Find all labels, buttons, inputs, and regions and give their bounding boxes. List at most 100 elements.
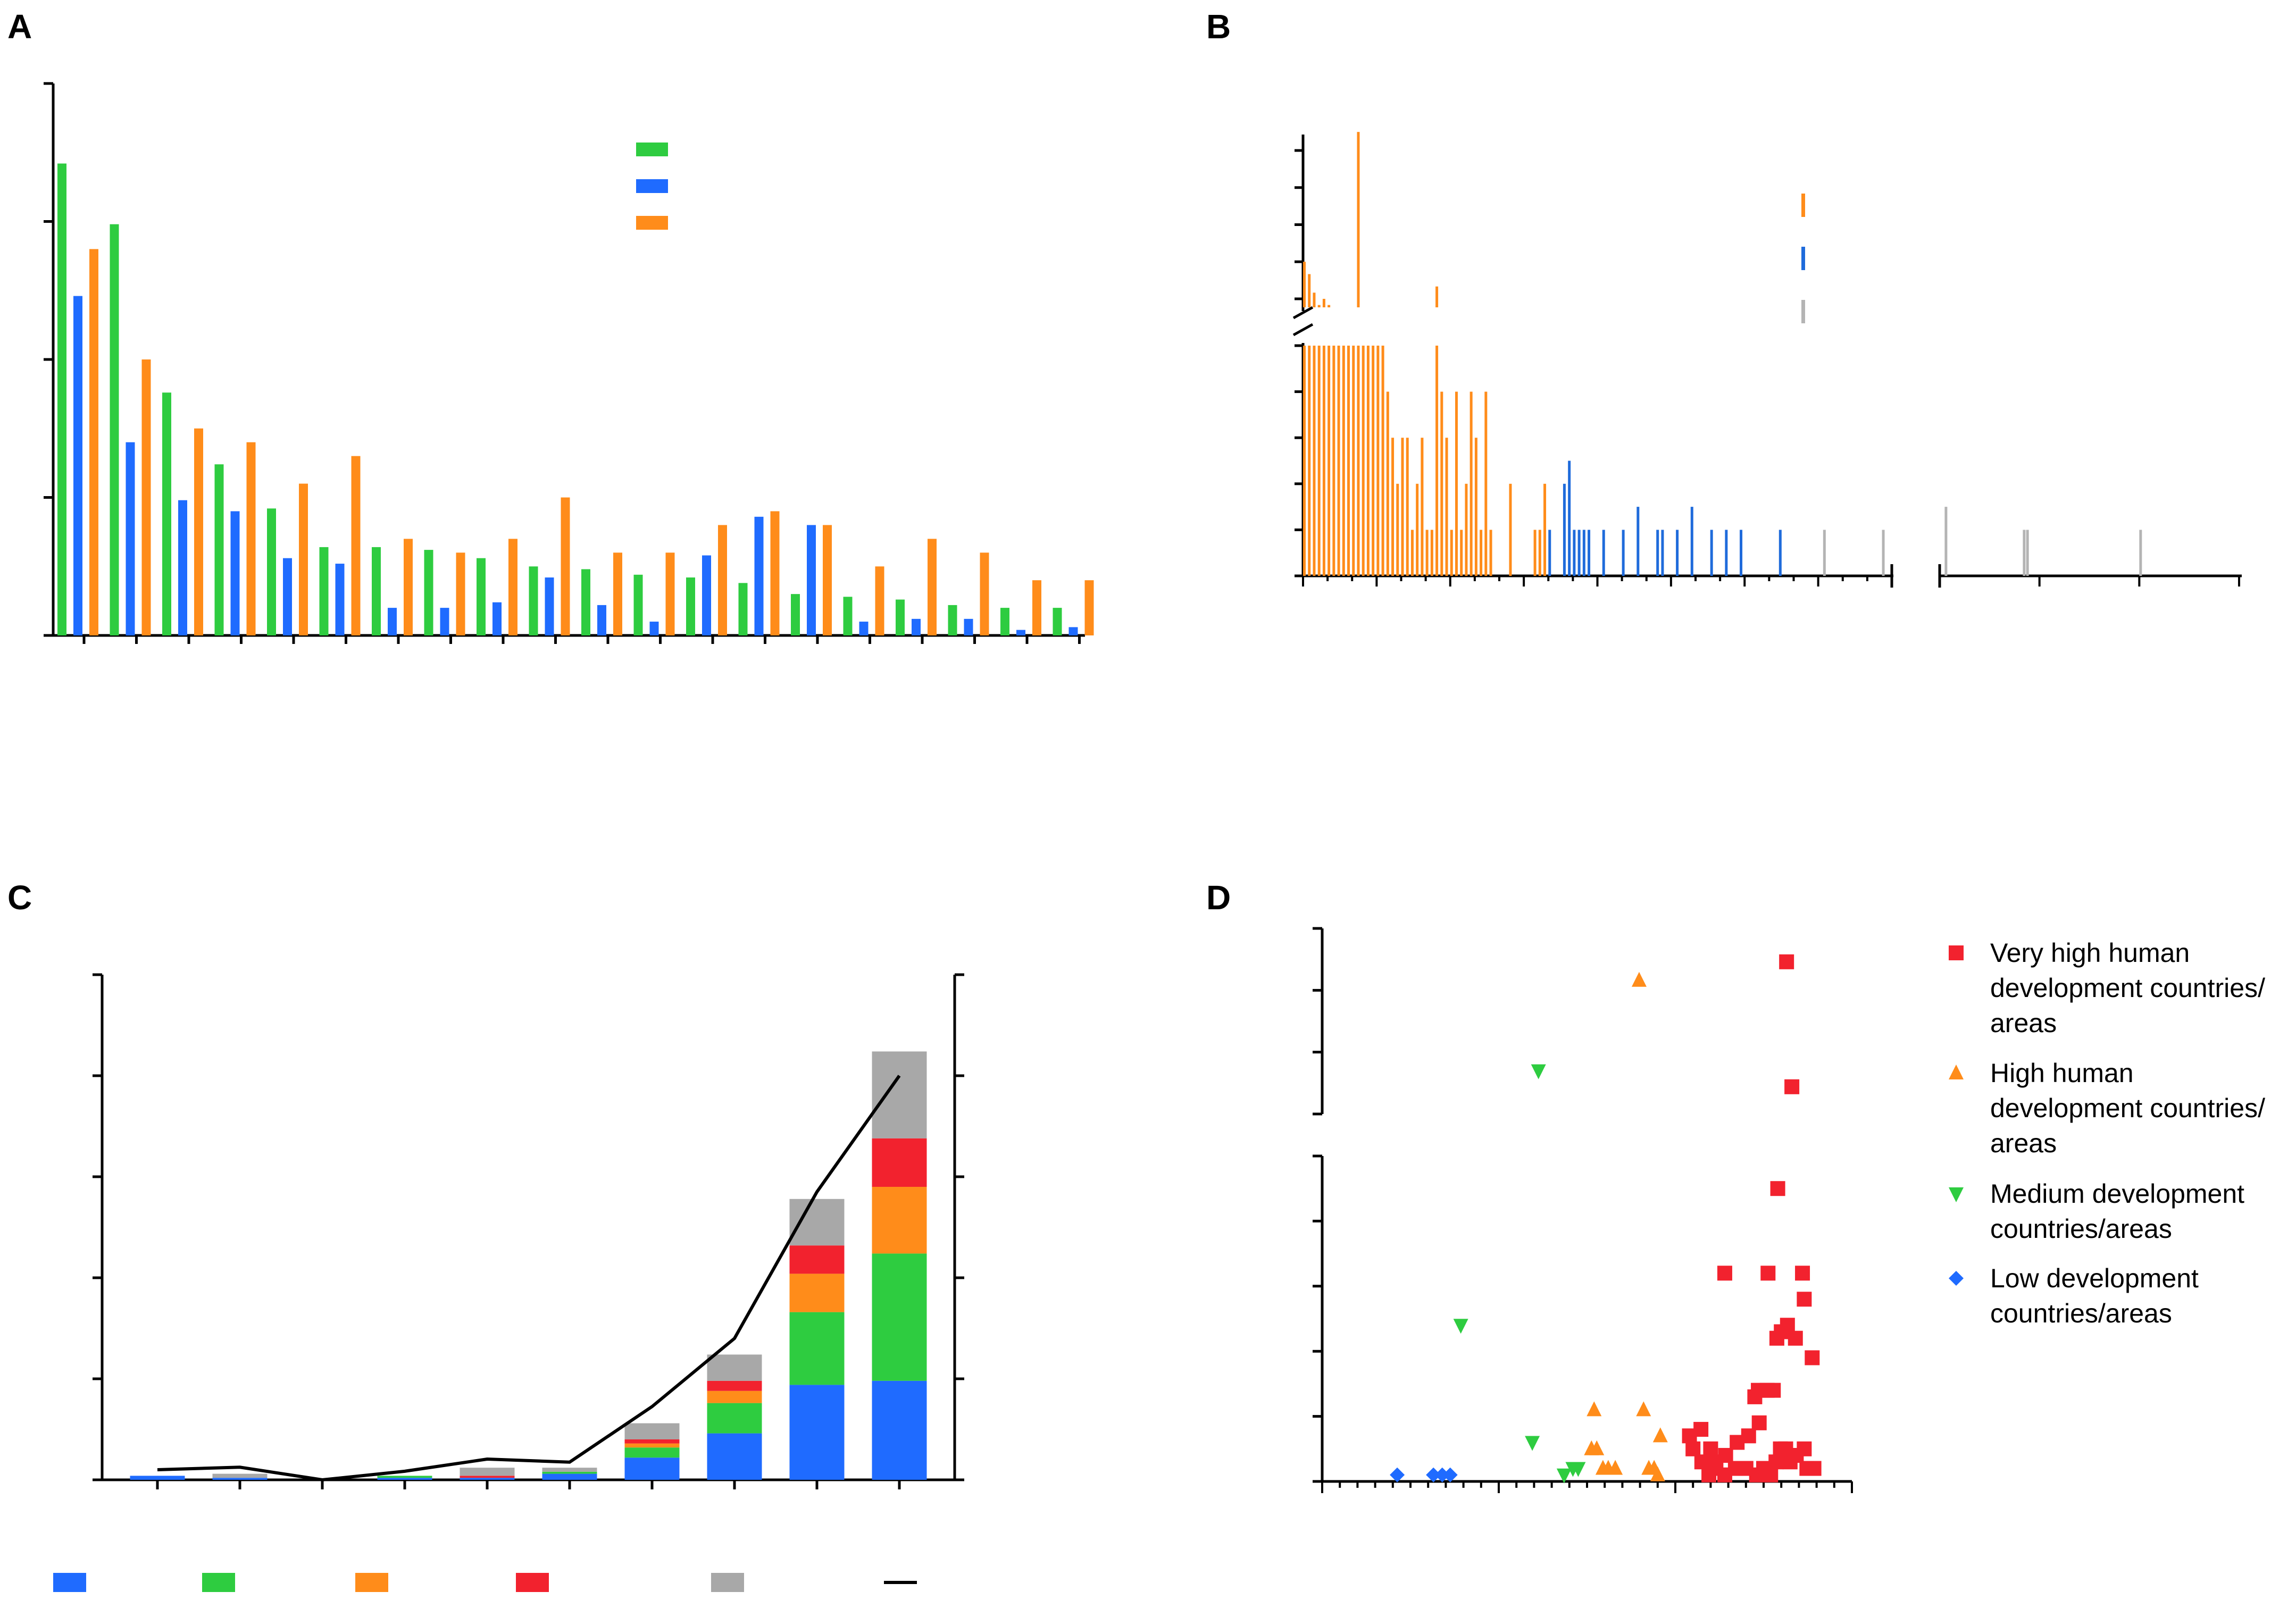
legend-label: Very high human development countries/are…: [1990, 938, 2265, 1038]
bar-number: [319, 547, 329, 635]
scatter-point: [1589, 1440, 1605, 1455]
legend-swatch: [711, 1573, 744, 1592]
stacked-bar-others: [212, 1473, 268, 1478]
histogram-bar: [1533, 530, 1537, 576]
histogram-bar: [1676, 530, 1679, 576]
histogram-bar: [1538, 530, 1541, 576]
histogram-bar: [1690, 507, 1693, 576]
scatter-point: [1769, 1330, 1784, 1346]
stacked-bar-england: [789, 1245, 845, 1274]
bar-number: [633, 574, 643, 635]
panel-a-chart: [44, 82, 1094, 644]
scatter-point: [1390, 1467, 1405, 1482]
histogram-bar: [1435, 286, 1439, 307]
scatter-point: [1749, 1467, 1764, 1482]
panel-b-chart: [1292, 132, 2242, 588]
stacked-bar-usa: [789, 1385, 845, 1480]
histogram-bar: [1563, 483, 1566, 576]
bar-sum: [230, 511, 240, 635]
stacked-bar-others: [872, 1051, 927, 1138]
bar-number: [57, 163, 66, 635]
scatter-point: [1453, 1319, 1468, 1334]
rri-line: [157, 1075, 901, 1482]
panel-c-chart: [53, 973, 964, 1592]
histogram-bar: [1308, 274, 1311, 307]
histogram-bar: [1568, 460, 1571, 576]
scatter-point: [1525, 1436, 1540, 1451]
y-axis-break: [1292, 323, 1314, 337]
bar-number: [1000, 608, 1009, 635]
bar-number: [948, 605, 957, 635]
bar-number: [267, 508, 276, 635]
stacked-bar-others: [624, 1423, 680, 1439]
histogram-bar: [1357, 346, 1360, 576]
scatter-point: [1556, 1468, 1572, 1484]
panel-d-label: D: [1206, 878, 1231, 917]
bar-sum: [335, 564, 345, 635]
scatter-point: [1703, 1441, 1718, 1456]
histogram-bar: [1710, 530, 1713, 576]
legend-swatch: [1801, 247, 1805, 270]
histogram-bar: [1303, 262, 1306, 307]
histogram-bar: [1372, 346, 1375, 576]
bar-h-index: [613, 552, 622, 635]
stacked-bar-england: [872, 1138, 927, 1187]
bar-h-index: [299, 483, 308, 635]
histogram-bar: [1376, 346, 1380, 576]
scatter-point: [1779, 954, 1794, 969]
bar-h-index: [141, 359, 151, 635]
stacked-bar-china: [707, 1403, 762, 1434]
histogram-bar: [1435, 346, 1439, 576]
histogram-bar: [1450, 530, 1453, 576]
histogram-bar: [1445, 438, 1448, 576]
histogram-bar: [1944, 507, 1948, 576]
histogram-bar: [1543, 483, 1547, 576]
histogram-bar: [1656, 530, 1659, 576]
bar-sum: [178, 500, 187, 635]
scatter-point: [1571, 1462, 1586, 1477]
scatter-point: [1768, 1454, 1784, 1470]
bar-sum: [912, 618, 921, 635]
bar-h-index: [561, 497, 570, 635]
scatter-point: [1788, 1330, 1803, 1346]
bar-sum: [649, 622, 659, 635]
bar-number: [529, 566, 538, 635]
scatter-point: [1949, 1271, 1964, 1286]
stacked-bar-india: [707, 1390, 762, 1403]
scatter-point: [1434, 1467, 1450, 1482]
bar-h-index: [928, 539, 937, 635]
scatter-point: [1426, 1467, 1441, 1482]
stacked-bar-usa: [130, 1476, 185, 1480]
histogram-bar: [1548, 530, 1551, 576]
scatter-point: [1650, 1466, 1665, 1481]
stacked-bar-india: [789, 1274, 845, 1312]
scatter-point: [1780, 1318, 1795, 1333]
scatter-point: [1795, 1266, 1810, 1281]
histogram-bar: [1322, 299, 1325, 307]
stacked-bar-usa: [707, 1433, 762, 1480]
bar-h-index: [89, 249, 98, 635]
histogram-bar: [1430, 530, 1433, 576]
scatter-point: [1717, 1467, 1732, 1482]
scatter-point: [1652, 1427, 1668, 1443]
histogram-bar: [1391, 438, 1395, 576]
stacked-bar-china: [377, 1476, 432, 1478]
scatter-point: [1730, 1435, 1745, 1450]
bar-h-index: [404, 539, 413, 635]
bar-h-index: [456, 552, 465, 635]
legend-label: Low development countries/areas: [1990, 1263, 2199, 1328]
histogram-bar: [1303, 346, 1306, 576]
legend-swatch: [1801, 194, 1805, 217]
bar-number: [372, 547, 381, 635]
legend-label: High human development countries/areas: [1990, 1058, 2265, 1158]
histogram-bar: [1582, 530, 1585, 576]
stacked-bar-china: [542, 1471, 597, 1474]
histogram-bar: [1577, 530, 1581, 576]
stacked-bar-india: [872, 1187, 927, 1254]
bar-number: [162, 392, 171, 635]
legend-swatch: [1801, 300, 1805, 323]
legend-swatch: [355, 1573, 388, 1592]
histogram-bar: [1401, 438, 1404, 576]
histogram-bar: [1313, 292, 1316, 307]
